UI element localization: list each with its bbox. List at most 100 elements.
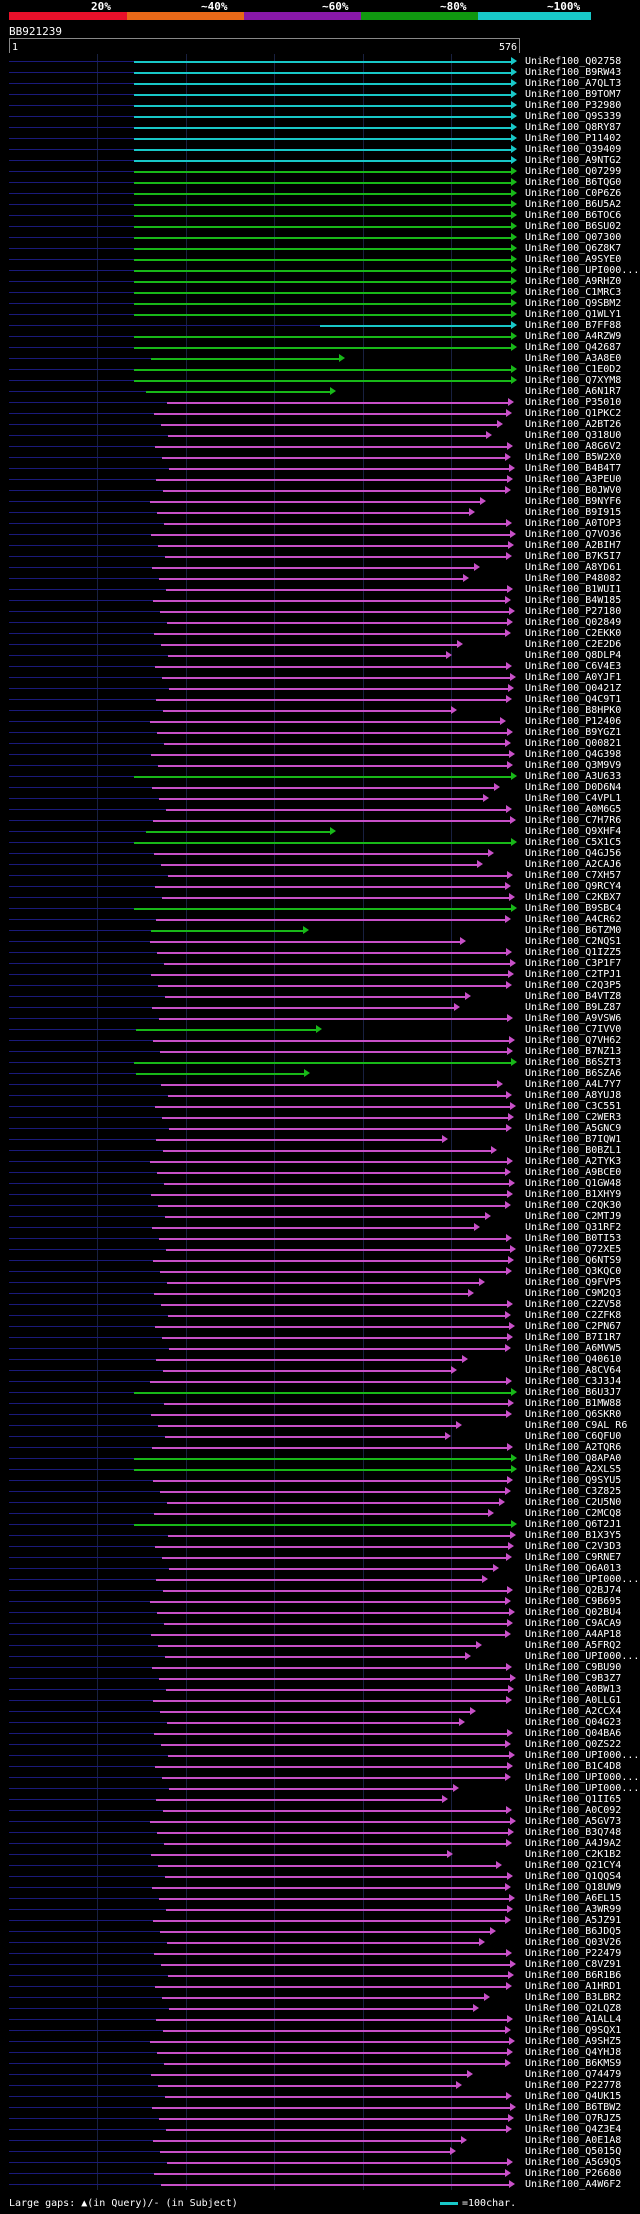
hit-row[interactable]: UniRef100_B9NYF6 bbox=[0, 496, 640, 507]
hit-row[interactable]: UniRef100_B1MW88 bbox=[0, 1398, 640, 1409]
hit-label[interactable]: UniRef100_C2U5N0 bbox=[525, 1497, 622, 1508]
hit-row[interactable]: UniRef100_C1E0D2 bbox=[0, 364, 640, 375]
hit-label[interactable]: UniRef100_P12406 bbox=[525, 716, 622, 727]
hit-row[interactable]: UniRef100_Q9SQX1 bbox=[0, 2025, 640, 2036]
hit-row[interactable]: UniRef100_UPI000... bbox=[0, 1651, 640, 1662]
hit-label[interactable]: UniRef100_A5G9Q5 bbox=[525, 2157, 622, 2168]
hit-row[interactable]: UniRef100_P22778 bbox=[0, 2080, 640, 2091]
hit-row[interactable]: UniRef100_A2CCX4 bbox=[0, 1706, 640, 1717]
hit-label[interactable]: UniRef100_A2CCX4 bbox=[525, 1706, 622, 1717]
hit-label[interactable]: UniRef100_A4RZW9 bbox=[525, 331, 622, 342]
hit-row[interactable]: UniRef100_B0JWV0 bbox=[0, 485, 640, 496]
hit-row[interactable]: UniRef100_Q6SKR0 bbox=[0, 1409, 640, 1420]
hit-label[interactable]: UniRef100_B1X3Y5 bbox=[525, 1530, 622, 1541]
hit-row[interactable]: UniRef100_A8YUJ8 bbox=[0, 1090, 640, 1101]
hit-label[interactable]: UniRef100_B4B4T7 bbox=[525, 463, 622, 474]
hit-label[interactable]: UniRef100_B6SZT3 bbox=[525, 1057, 622, 1068]
hit-row[interactable]: UniRef100_A3PEU0 bbox=[0, 474, 640, 485]
hit-label[interactable]: UniRef100_A3PEU0 bbox=[525, 474, 622, 485]
hit-row[interactable]: UniRef100_C2K1B2 bbox=[0, 1849, 640, 1860]
hit-label[interactable]: UniRef100_Q31RF2 bbox=[525, 1222, 622, 1233]
hit-row[interactable]: UniRef100_B6TQG0 bbox=[0, 177, 640, 188]
hit-row[interactable]: UniRef100_Q9XHF4 bbox=[0, 826, 640, 837]
hit-row[interactable]: UniRef100_A9RHZ0 bbox=[0, 276, 640, 287]
hit-row[interactable]: UniRef100_A6N1R7 bbox=[0, 386, 640, 397]
hit-row[interactable]: UniRef100_A3A8E0 bbox=[0, 353, 640, 364]
hit-label[interactable]: UniRef100_B7NZ13 bbox=[525, 1046, 622, 1057]
hit-row[interactable]: UniRef100_Q02BU4 bbox=[0, 1607, 640, 1618]
hit-label[interactable]: UniRef100_A0BW13 bbox=[525, 1684, 622, 1695]
hit-row[interactable]: UniRef100_Q9SYU5 bbox=[0, 1475, 640, 1486]
hit-label[interactable]: UniRef100_A6MVW5 bbox=[525, 1343, 622, 1354]
hit-row[interactable]: UniRef100_B1WUI1 bbox=[0, 584, 640, 595]
hit-row[interactable]: UniRef100_D0D6N4 bbox=[0, 782, 640, 793]
hit-row[interactable]: UniRef100_Q04G23 bbox=[0, 1717, 640, 1728]
hit-label[interactable]: UniRef100_Q4GJ56 bbox=[525, 848, 622, 859]
hit-label[interactable]: UniRef100_B6R1B6 bbox=[525, 1970, 622, 1981]
hit-row[interactable]: UniRef100_A0YJF1 bbox=[0, 672, 640, 683]
hit-row[interactable]: UniRef100_Q1WLY1 bbox=[0, 309, 640, 320]
hit-row[interactable]: UniRef100_A2BT26 bbox=[0, 419, 640, 430]
hit-label[interactable]: UniRef100_Q21CY4 bbox=[525, 1860, 622, 1871]
hit-row[interactable]: UniRef100_A9NTG2 bbox=[0, 155, 640, 166]
hit-label[interactable]: UniRef100_Q7XYM8 bbox=[525, 375, 622, 386]
hit-row[interactable]: UniRef100_B8HPK0 bbox=[0, 705, 640, 716]
hit-label[interactable]: UniRef100_C2NQS1 bbox=[525, 936, 622, 947]
hit-label[interactable]: UniRef100_B9I915 bbox=[525, 507, 622, 518]
hit-row[interactable]: UniRef100_C9AL R6 bbox=[0, 1420, 640, 1431]
hit-label[interactable]: UniRef100_Q8DLP4 bbox=[525, 650, 622, 661]
hit-row[interactable]: UniRef100_Q6A013 bbox=[0, 1563, 640, 1574]
hit-row[interactable]: UniRef100_Q1GW48 bbox=[0, 1178, 640, 1189]
hit-label[interactable]: UniRef100_C2ZFK8 bbox=[525, 1310, 622, 1321]
hit-label[interactable]: UniRef100_Q3M9V9 bbox=[525, 760, 622, 771]
hit-row[interactable]: UniRef100_C7H7R6 bbox=[0, 815, 640, 826]
hit-row[interactable]: UniRef100_Q07300 bbox=[0, 232, 640, 243]
hit-label[interactable]: UniRef100_B7I1R7 bbox=[525, 1332, 622, 1343]
hit-label[interactable]: UniRef100_C9ACA9 bbox=[525, 1618, 622, 1629]
hit-row[interactable]: UniRef100_Q4UK15 bbox=[0, 2091, 640, 2102]
hit-label[interactable]: UniRef100_Q4Z3E4 bbox=[525, 2124, 622, 2135]
hit-row[interactable]: UniRef100_B7IQW1 bbox=[0, 1134, 640, 1145]
hit-row[interactable]: UniRef100_B6TZM0 bbox=[0, 925, 640, 936]
hit-label[interactable]: UniRef100_C1E0D2 bbox=[525, 364, 622, 375]
hit-label[interactable]: UniRef100_B6TQG0 bbox=[525, 177, 622, 188]
hit-row[interactable]: UniRef100_A8YD61 bbox=[0, 562, 640, 573]
hit-label[interactable]: UniRef100_B6SU02 bbox=[525, 221, 622, 232]
hit-row[interactable]: UniRef100_Q00821 bbox=[0, 738, 640, 749]
hit-label[interactable]: UniRef100_A4CR62 bbox=[525, 914, 622, 925]
hit-row[interactable]: UniRef100_A2CAJ6 bbox=[0, 859, 640, 870]
hit-row[interactable]: UniRef100_A3U633 bbox=[0, 771, 640, 782]
hit-label[interactable]: UniRef100_Q4YHJ8 bbox=[525, 2047, 622, 2058]
hit-label[interactable]: UniRef100_Q04BA6 bbox=[525, 1728, 622, 1739]
hit-label[interactable]: UniRef100_Q39409 bbox=[525, 144, 622, 155]
hit-row[interactable]: UniRef100_A0BW13 bbox=[0, 1684, 640, 1695]
hit-label[interactable]: UniRef100_Q8RY87 bbox=[525, 122, 622, 133]
hit-label[interactable]: UniRef100_A9VSW6 bbox=[525, 1013, 622, 1024]
hit-label[interactable]: UniRef100_B6SZA6 bbox=[525, 1068, 622, 1079]
hit-row[interactable]: UniRef100_Q5015Q bbox=[0, 2146, 640, 2157]
hit-row[interactable]: UniRef100_C6QFU0 bbox=[0, 1431, 640, 1442]
hit-row[interactable]: UniRef100_A5G9Q5 bbox=[0, 2157, 640, 2168]
hit-row[interactable]: UniRef100_A2TQR6 bbox=[0, 1442, 640, 1453]
hit-row[interactable]: UniRef100_C2TPJ1 bbox=[0, 969, 640, 980]
hit-label[interactable]: UniRef100_C9B695 bbox=[525, 1596, 622, 1607]
hit-label[interactable]: UniRef100_C4VPL1 bbox=[525, 793, 622, 804]
hit-label[interactable]: UniRef100_B9LZ87 bbox=[525, 1002, 622, 1013]
hit-row[interactable]: UniRef100_B5W2X0 bbox=[0, 452, 640, 463]
hit-row[interactable]: UniRef100_A0TOP3 bbox=[0, 518, 640, 529]
hit-row[interactable]: UniRef100_A0C092 bbox=[0, 1805, 640, 1816]
hit-label[interactable]: UniRef100_Q02758 bbox=[525, 56, 622, 67]
hit-label[interactable]: UniRef100_A5GNC9 bbox=[525, 1123, 622, 1134]
hit-row[interactable]: UniRef100_Q9SBM2 bbox=[0, 298, 640, 309]
hit-label[interactable]: UniRef100_Q9SYU5 bbox=[525, 1475, 622, 1486]
hit-row[interactable]: UniRef100_Q03V26 bbox=[0, 1937, 640, 1948]
hit-label[interactable]: UniRef100_Q1WLY1 bbox=[525, 309, 622, 320]
hit-label[interactable]: UniRef100_Q6SKR0 bbox=[525, 1409, 622, 1420]
hit-row[interactable]: UniRef100_P27180 bbox=[0, 606, 640, 617]
hit-label[interactable]: UniRef100_Q4UK15 bbox=[525, 2091, 622, 2102]
hit-row[interactable]: UniRef100_B9I915 bbox=[0, 507, 640, 518]
hit-row[interactable]: UniRef100_Q9S339 bbox=[0, 111, 640, 122]
hit-label[interactable]: UniRef100_A8YUJ8 bbox=[525, 1090, 622, 1101]
hit-row[interactable]: UniRef100_P26680 bbox=[0, 2168, 640, 2179]
hit-label[interactable]: UniRef100_C9AL R6 bbox=[525, 1420, 628, 1431]
